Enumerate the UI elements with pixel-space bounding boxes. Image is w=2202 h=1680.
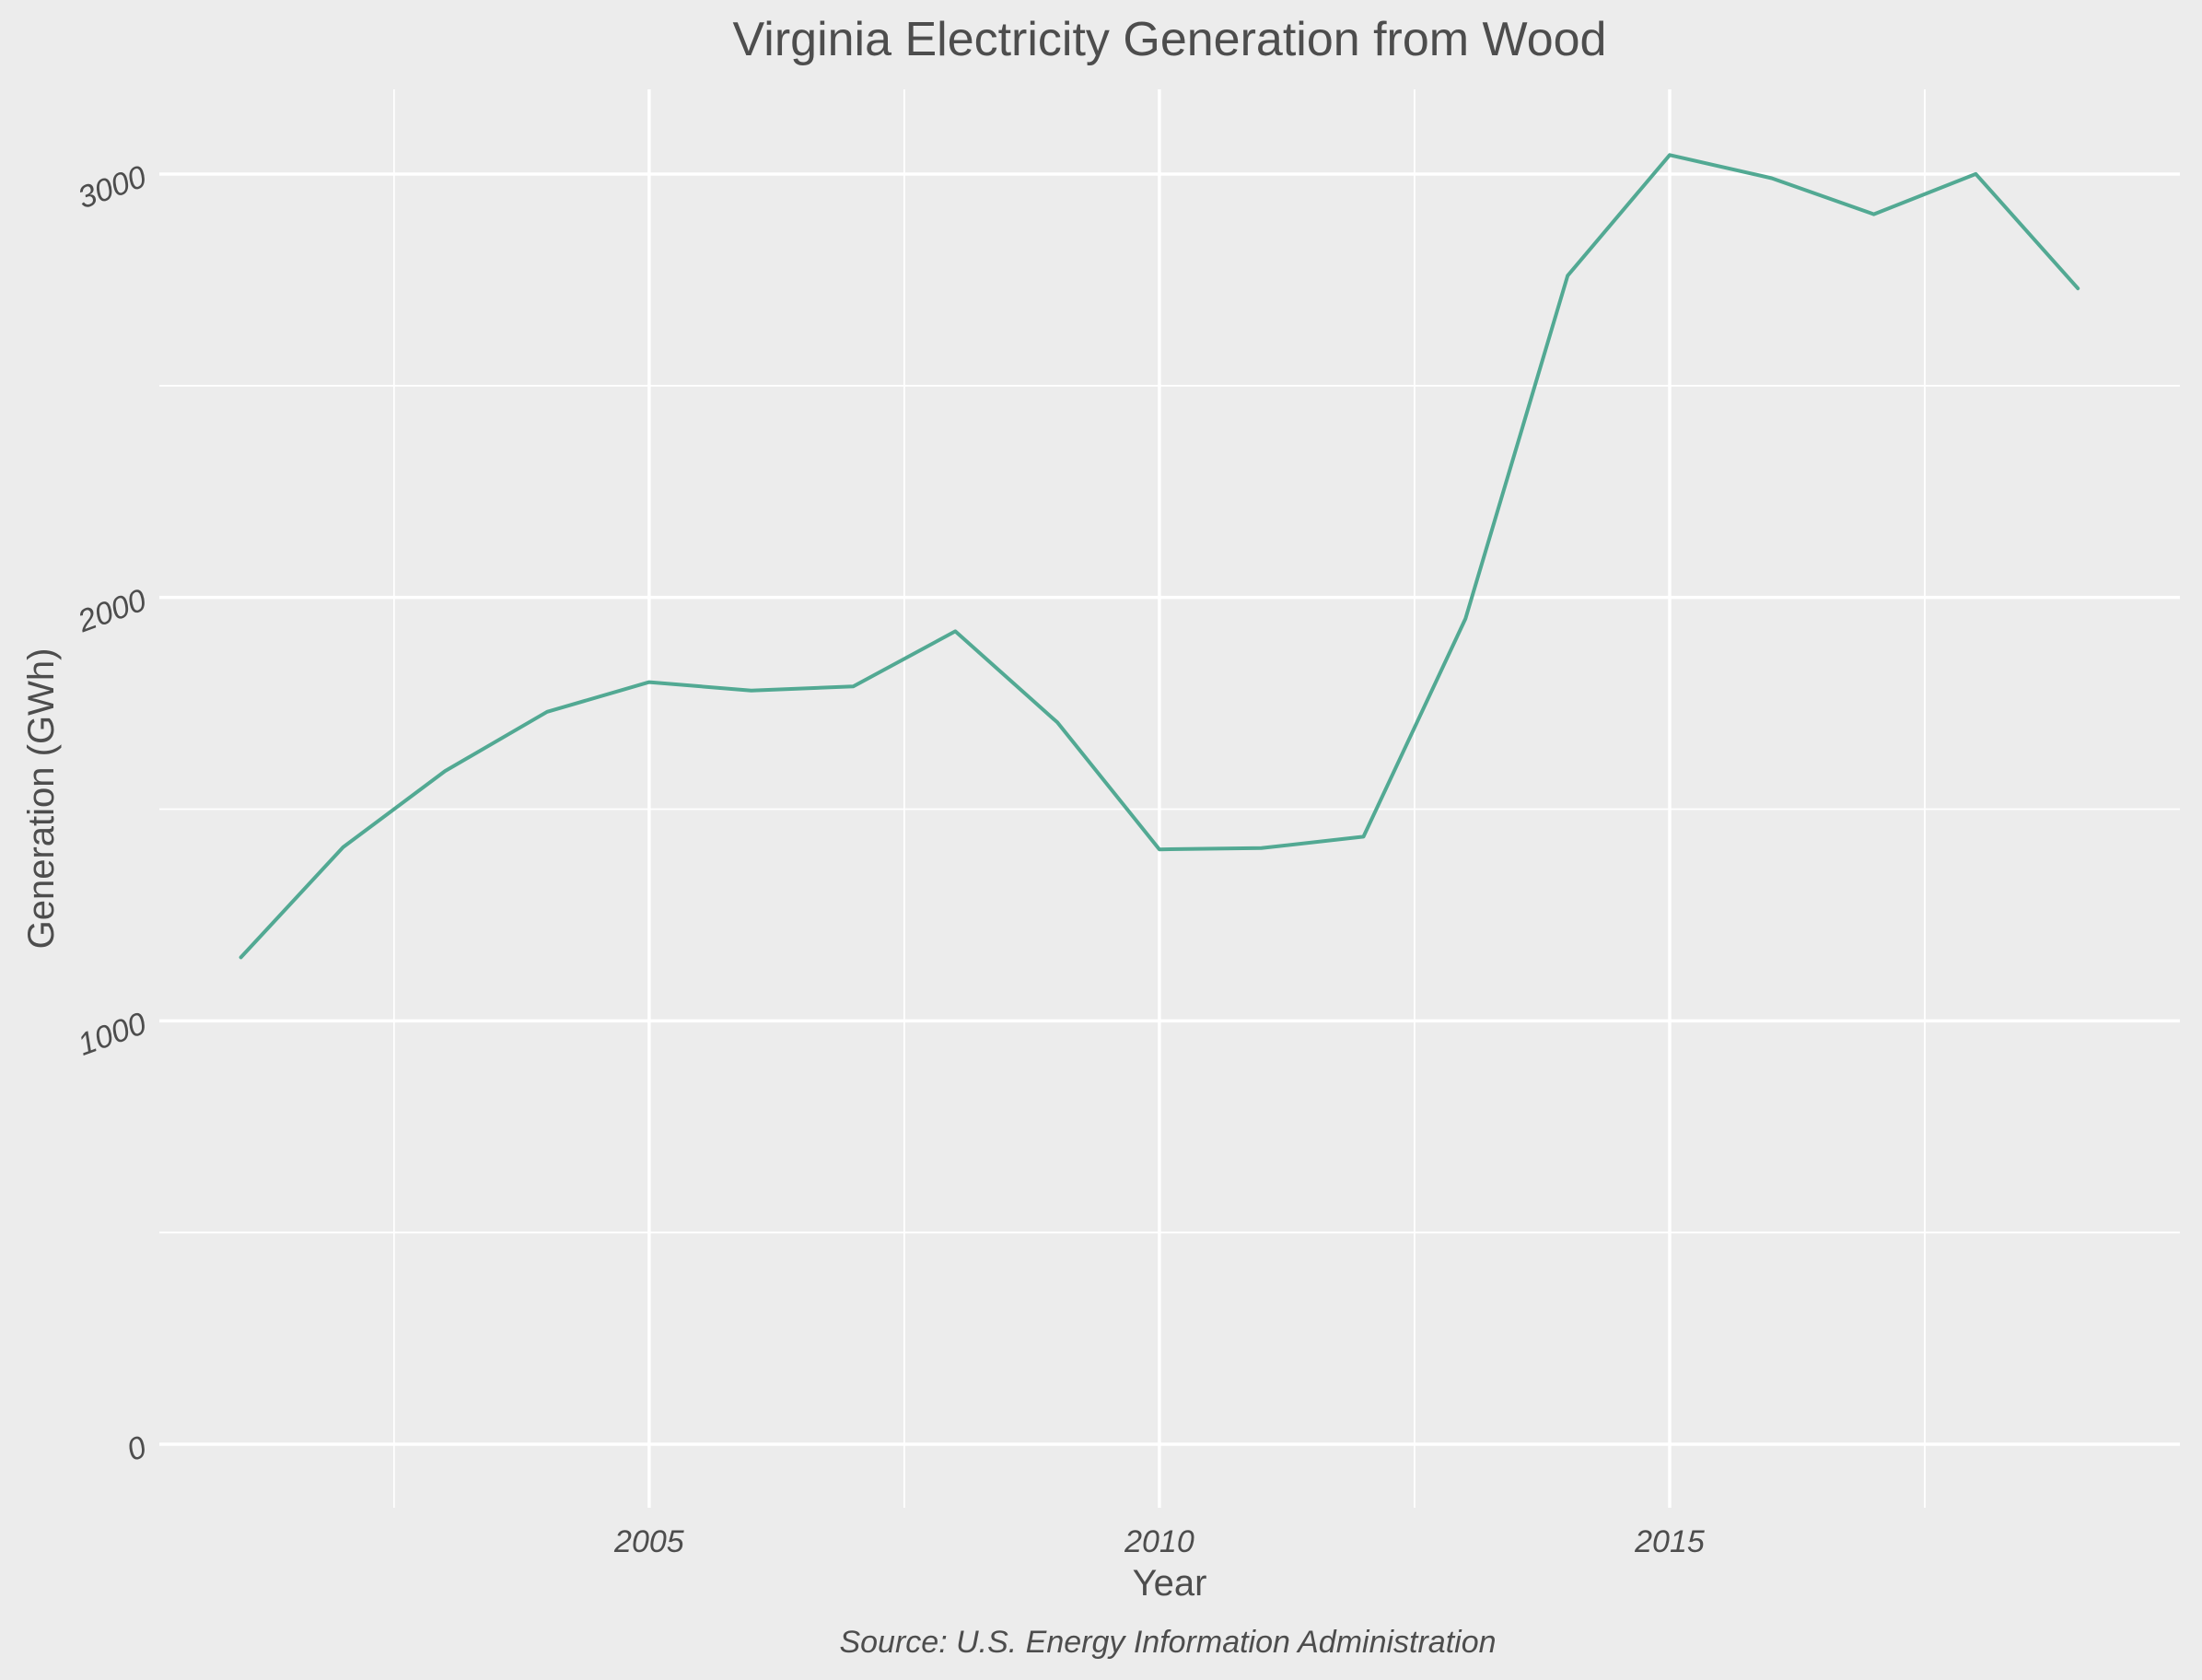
y-axis-title: Generation (GWh) <box>21 648 62 950</box>
x-tick-label: 2015 <box>1634 1524 1705 1559</box>
y-tick-label: 0 <box>122 1429 151 1468</box>
gridlines <box>159 89 2180 1508</box>
y-tick-label: 1000 <box>74 1006 151 1063</box>
series-line <box>239 153 2080 960</box>
source-caption: Source: U.S. Energy Information Administ… <box>839 1625 1496 1660</box>
series-layer <box>239 153 2080 960</box>
y-tick-label: 3000 <box>74 159 151 216</box>
x-tick-label: 2010 <box>1124 1524 1194 1559</box>
x-tick-label: 2005 <box>613 1524 684 1559</box>
panel-background <box>159 89 2180 1508</box>
chart-title: Virginia Electricity Generation from Woo… <box>733 13 1607 66</box>
y-tick-label: 2000 <box>73 582 151 639</box>
x-axis-title: Year <box>1133 1563 1207 1604</box>
